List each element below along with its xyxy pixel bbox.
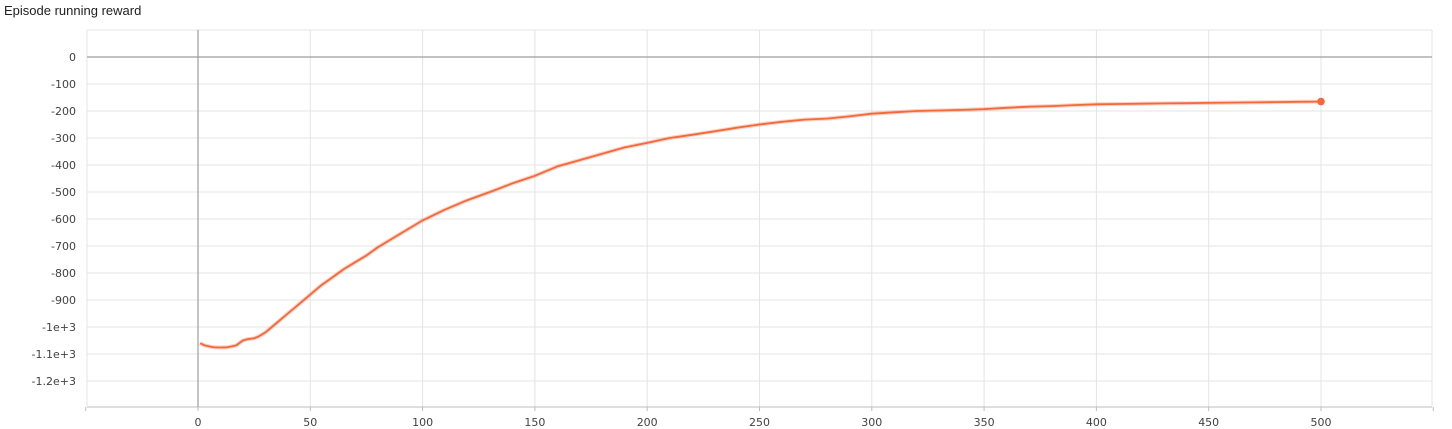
- chart-title: Episode running reward: [4, 3, 142, 18]
- y-tick-label: -800: [51, 267, 76, 280]
- x-tick-label: 500: [1311, 416, 1332, 429]
- x-tick-label: 50: [303, 416, 317, 429]
- y-tick-label: -1.1e+3: [32, 348, 76, 361]
- x-tick-label: 400: [1086, 416, 1107, 429]
- x-tick-label: 350: [974, 416, 995, 429]
- x-tick-label: 250: [749, 416, 770, 429]
- series-group: [199, 97, 1325, 350]
- y-tick-label: -700: [51, 240, 76, 253]
- y-tick-label: -500: [51, 186, 76, 199]
- y-tick-label: -900: [51, 294, 76, 307]
- x-axis-ticks: 0 50 100 150 200 250 300 350 400 450 500: [195, 416, 1332, 429]
- y-axis-ticks: 0 -100 -200 -300 -400 -500 -600 -700 -800 -900 -1e…: [32, 51, 76, 388]
- grid: [87, 30, 1432, 407]
- x-tick-label: 150: [524, 416, 545, 429]
- y-tick-label: 0: [69, 51, 76, 64]
- y-tick-label: -300: [51, 132, 76, 145]
- y-tick-label: -200: [51, 105, 76, 118]
- y-tick-label: -600: [51, 213, 76, 226]
- x-tick-label: 0: [195, 416, 202, 429]
- x-tick-label: 200: [637, 416, 658, 429]
- y-tick-label: -1.2e+3: [32, 375, 76, 388]
- axes: [85, 29, 1434, 411]
- x-tick-label: 300: [861, 416, 882, 429]
- series-end-point: [1317, 97, 1325, 106]
- series-line: [199, 100, 1322, 349]
- x-tick-label: 450: [1198, 416, 1219, 429]
- y-tick-label: -1e+3: [42, 321, 76, 334]
- y-tick-label: -400: [51, 159, 76, 172]
- y-tick-label: -100: [51, 78, 76, 91]
- x-tick-label: 100: [412, 416, 433, 429]
